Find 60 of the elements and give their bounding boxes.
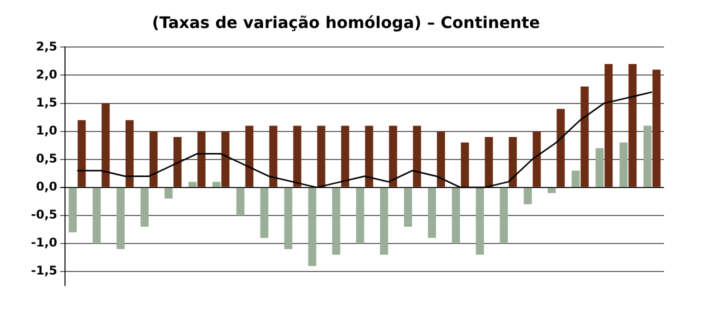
y-tick-label: 0,5 [36,152,58,166]
bar [628,64,637,187]
bar [356,188,364,244]
bar [197,131,206,187]
bar [284,188,292,250]
bar [389,126,398,187]
y-tick-label: 1,0 [36,123,58,138]
bar [508,136,517,187]
bar [484,136,493,187]
bar [140,188,149,227]
bar [164,188,173,199]
chart-title: (Taxas de variação homóloga) – Continente [152,12,540,32]
bar [116,188,125,250]
bar [260,188,268,238]
bar [68,188,77,232]
bar [652,70,661,187]
bar [556,108,565,187]
bar [102,103,110,187]
bar [412,126,422,187]
bar [78,120,86,187]
bar [428,188,436,238]
y-tick-label: -1,0 [30,236,58,250]
bar [604,64,613,187]
bar [380,188,388,255]
bar [404,188,412,227]
bar [173,136,182,187]
y-tick-label: 1,5 [36,95,58,110]
bar [212,182,220,187]
bar [524,188,532,204]
bar [365,126,374,187]
bar [572,170,580,187]
bar [236,188,244,216]
y-tick-label: 2,5 [36,39,58,54]
bar [92,188,101,244]
bar [332,188,340,255]
bar [126,120,134,187]
bar [317,126,326,187]
bar [293,126,302,187]
bar [548,188,556,194]
bar [596,148,604,187]
bar [580,86,589,187]
bar [643,126,652,187]
bar [436,131,446,187]
y-tick-label: -0,5 [30,208,58,222]
y-tick-label: -1,5 [30,264,58,278]
bar [452,188,460,244]
bar [188,182,197,187]
bar [308,188,316,266]
bar [460,142,469,187]
bar [500,188,508,244]
y-tick-label: 0,0 [36,180,58,194]
bar [532,131,541,187]
bar [245,126,254,187]
bar [476,188,484,255]
bar [620,142,628,187]
bar [150,131,158,187]
bar [341,126,350,187]
y-tick-label: 2,0 [36,67,58,82]
bar [269,126,278,187]
bar [221,131,230,187]
